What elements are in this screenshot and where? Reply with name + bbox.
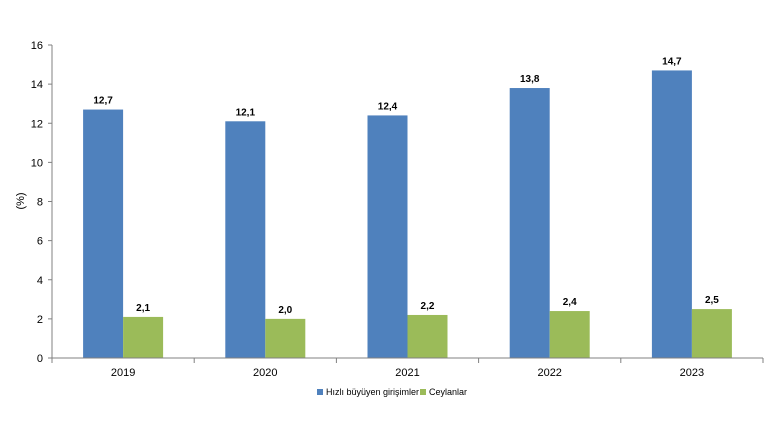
y-tick-label: 0 bbox=[37, 353, 43, 365]
x-tick-label: 2022 bbox=[537, 367, 561, 379]
y-tick-label: 6 bbox=[37, 236, 43, 248]
plot-data-labels: 12,7 12,1 12,4 13,8 14,7 2,1 2,0 2,2 2,4 2,5 bbox=[93, 56, 719, 315]
bar-data-label: 12,1 bbox=[236, 107, 256, 118]
plot-bars bbox=[83, 70, 732, 359]
bar-series-1 bbox=[651, 70, 692, 359]
x-axis-ticks: 2019 2020 2021 2022 2023 bbox=[51, 358, 764, 379]
y-tick-label: 16 bbox=[31, 40, 43, 52]
bar-data-label: 12,4 bbox=[378, 101, 398, 112]
bar-data-label: 14,7 bbox=[662, 56, 682, 67]
bar-data-label: 2,4 bbox=[563, 297, 577, 308]
x-tick-label: 2020 bbox=[253, 367, 277, 379]
y-axis-title: (%) bbox=[15, 192, 27, 209]
bar-data-label: 2,1 bbox=[136, 303, 150, 314]
y-tick-label: 2 bbox=[37, 314, 43, 326]
x-tick-label: 2021 bbox=[395, 367, 419, 379]
bar-data-label: 2,0 bbox=[278, 305, 292, 316]
bar-series-2 bbox=[549, 311, 590, 358]
bar-series-2 bbox=[123, 316, 164, 358]
y-tick-label: 12 bbox=[31, 118, 43, 130]
bar-data-label: 13,8 bbox=[520, 74, 540, 85]
x-tick-label: 2019 bbox=[111, 367, 135, 379]
y-tick-label: 14 bbox=[31, 79, 43, 91]
legend-swatch-series-2 bbox=[420, 389, 426, 395]
y-tick-label: 10 bbox=[31, 157, 43, 169]
legend-swatch-series-1 bbox=[317, 389, 323, 395]
bar-series-1 bbox=[367, 115, 408, 358]
legend: Hızlı büyüyen girişimler Ceylanlar bbox=[317, 387, 467, 397]
y-tick-label: 4 bbox=[37, 275, 43, 287]
bar-data-label: 2,5 bbox=[705, 295, 719, 306]
legend-label-series-2: Ceylanlar bbox=[429, 387, 467, 397]
bar-data-label: 2,2 bbox=[421, 301, 435, 312]
bar-series-1 bbox=[83, 109, 124, 359]
bar-data-label: 12,7 bbox=[93, 96, 113, 107]
y-tick-label: 8 bbox=[37, 197, 43, 209]
bar-series-1 bbox=[225, 121, 266, 358]
y-axis-ticks: 0 2 4 6 8 10 12 14 16 bbox=[31, 40, 52, 365]
bar-series-1 bbox=[509, 88, 550, 358]
bar-series-2 bbox=[265, 318, 306, 358]
bar-series-2 bbox=[407, 314, 448, 358]
x-tick-label: 2023 bbox=[680, 367, 704, 379]
legend-label-series-1: Hızlı büyüyen girişimler bbox=[326, 387, 419, 397]
bar-series-2 bbox=[691, 309, 732, 358]
